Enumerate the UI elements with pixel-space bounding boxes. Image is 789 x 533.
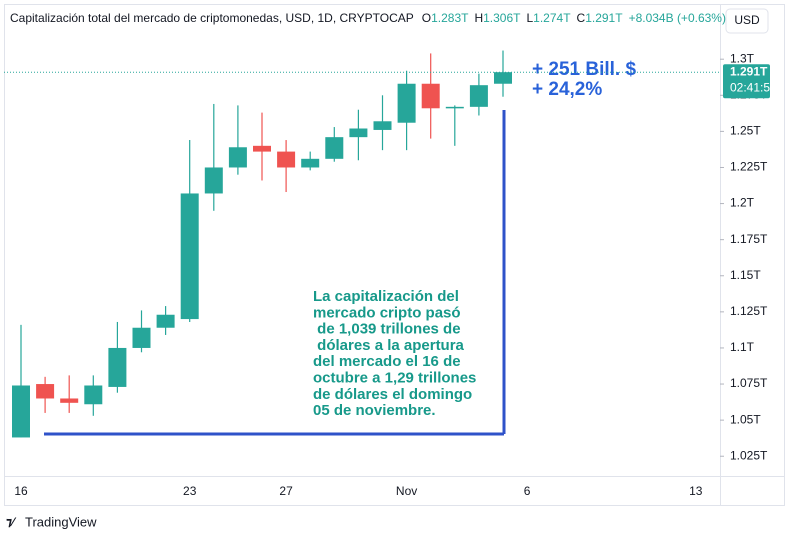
candle-body — [108, 347, 127, 387]
y-tick-label: 1.225T — [730, 160, 768, 174]
candle-body — [469, 85, 488, 107]
legend-key: C — [577, 11, 586, 25]
note-line: de dólares el domingo — [313, 386, 472, 403]
y-tick-label: 1.025T — [730, 448, 768, 462]
candle-body — [277, 151, 296, 168]
y-tick-label: 1.125T — [730, 304, 768, 318]
legend-value: 1.306T — [483, 11, 521, 25]
last-price-label: 1.291T — [730, 64, 768, 78]
y-tick-label: 1.05T — [730, 412, 761, 426]
x-tick-label: 23 — [183, 484, 197, 498]
brand-logo: ⁊⁄ — [6, 515, 17, 529]
candle-body — [397, 83, 416, 123]
countdown: 02:41:57 — [730, 80, 777, 94]
candle-body — [36, 384, 55, 399]
x-tick-label: 27 — [279, 484, 293, 498]
legend-key: L — [526, 11, 533, 25]
candle-body — [349, 128, 368, 138]
note-line: La capitalización del — [313, 288, 459, 305]
chart-title: Capitalización total del mercado de crip… — [10, 11, 414, 25]
candle-body — [253, 145, 271, 152]
note-line: del mercado el 16 de — [313, 353, 461, 370]
candle-body — [373, 121, 392, 130]
frame — [4, 4, 785, 506]
last-price-box — [723, 64, 770, 99]
legend-value: 1.274T — [533, 11, 571, 25]
x-tick-label: 16 — [14, 484, 28, 498]
note-line: dólares a la apertura — [313, 337, 465, 354]
y-tick-label: 1.3T — [730, 51, 755, 65]
candle-body — [325, 137, 344, 159]
candle-body — [156, 314, 175, 328]
y-tick-label: 1.1T — [730, 340, 755, 354]
candle-body — [204, 167, 223, 194]
candle-body — [494, 72, 512, 84]
candle-body — [445, 106, 464, 109]
ohlc-legend: O1.283T H1.306T L1.274T C1.291T +8.034B (+0.… — [422, 11, 726, 25]
y-tick-label: 1.175T — [730, 232, 768, 246]
legend-value: 1.291T — [585, 11, 623, 25]
legend-key: O — [422, 11, 431, 25]
note-line: mercado cripto pasó — [313, 304, 461, 321]
legend-key: H — [474, 11, 483, 25]
candle-body — [12, 385, 30, 438]
candle-body — [228, 147, 247, 168]
change: +8.034B (+0.63%) — [629, 11, 726, 25]
annotation: + 24,2% — [532, 79, 602, 100]
brand: TradingView — [25, 514, 97, 529]
x-tick-label: 6 — [524, 484, 531, 498]
y-tick-label: 1.2T — [730, 196, 755, 210]
candle-body — [60, 398, 79, 403]
note-line: octubre a 1,29 trillones — [313, 369, 476, 386]
y-tick-label: 1.25T — [730, 124, 761, 138]
currency-button[interactable] — [725, 8, 769, 34]
candle-body — [180, 193, 199, 320]
candle-body — [301, 158, 320, 168]
x-tick-label: 13 — [689, 484, 703, 498]
x-tick-label: Nov — [396, 484, 417, 498]
annotation: + 251 Bill. $ — [532, 59, 636, 80]
candle-body — [421, 83, 440, 109]
note-line: de 1,039 trillones de — [313, 321, 461, 338]
candle-body — [132, 327, 151, 348]
y-tick-label: 1.075T — [730, 376, 768, 390]
y-tick-label: 1.15T — [730, 268, 761, 282]
header: Capitalización total del mercado de crip… — [10, 11, 414, 25]
note-line: 05 de noviembre. — [313, 402, 436, 419]
currency[interactable]: USD — [734, 13, 760, 27]
legend-value: 1.283T — [431, 11, 469, 25]
candle-body — [84, 385, 103, 405]
